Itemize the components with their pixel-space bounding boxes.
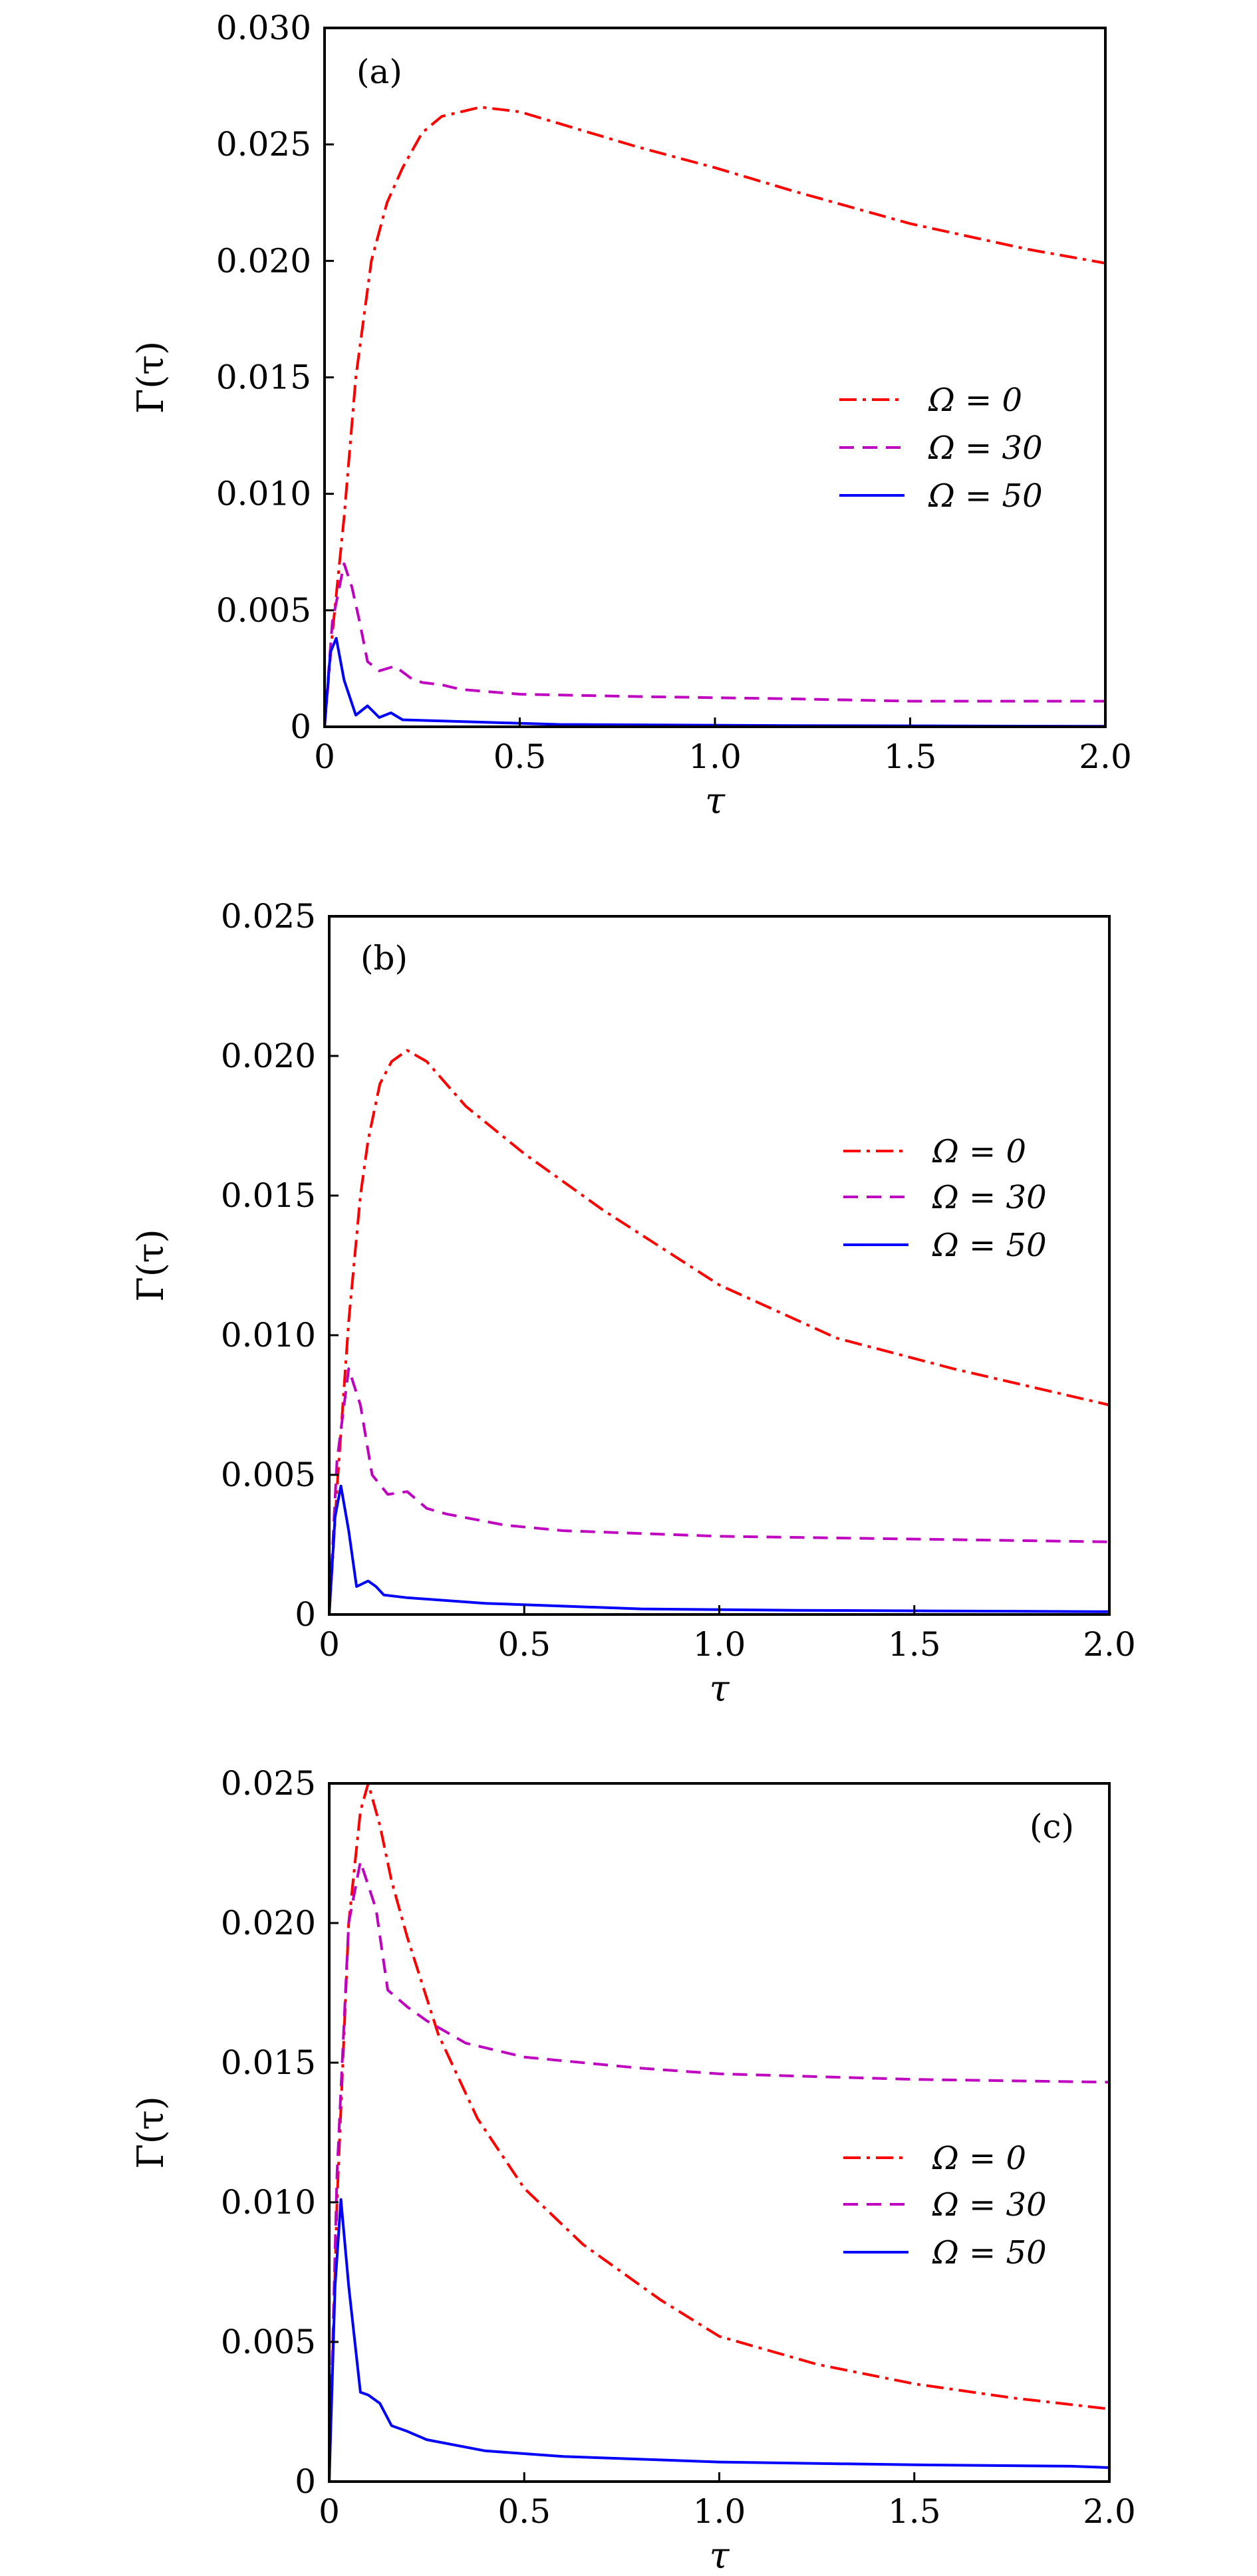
panel-label: (b) (360, 939, 408, 977)
y-tick-label: 0.025 (221, 897, 316, 936)
series-line-omega-0 (323, 106, 1106, 727)
x-tick-label: 0.5 (493, 737, 547, 776)
x-tick-label: 1.5 (888, 1625, 941, 1664)
x-axis-label: τ (710, 2535, 730, 2576)
legend-label: Ω = 50 (932, 1227, 1047, 1264)
y-tick-label: 0 (295, 1595, 316, 1634)
legend-label: Ω = 50 (928, 477, 1043, 515)
panel-label: (a) (356, 53, 402, 91)
y-tick-label: 0.010 (221, 2183, 316, 2222)
x-tick-label: 1.0 (688, 737, 742, 776)
y-axis-label: Γ(τ) (130, 341, 172, 414)
x-tick-label: 0 (319, 1625, 340, 1664)
y-tick-label: 0.010 (216, 475, 311, 513)
x-tick-label: 2.0 (1083, 1625, 1136, 1664)
y-tick-label: 0 (295, 2462, 316, 2501)
y-tick-label: 0.025 (216, 125, 311, 164)
x-tick-label: 1.0 (693, 1625, 746, 1664)
x-tick-label: 1.5 (884, 737, 937, 776)
chart-panel-c: Ω = 0 Ω = 30 Ω = 50 0 0.5 1.0 1.5 2.0 0 0.005 0.01… (130, 1764, 1136, 2576)
legend-label: Ω = 30 (928, 430, 1043, 467)
x-tick-label: 0 (314, 737, 335, 776)
legend-label: Ω = 0 (932, 1133, 1026, 1170)
x-tick-label: 2.0 (1079, 737, 1132, 776)
panel-label: (c) (1030, 1807, 1074, 1846)
series-line-omega-30 (328, 1860, 1110, 2482)
y-axis-label: Γ(τ) (130, 1229, 172, 1301)
x-tick-label: 2.0 (1083, 2492, 1136, 2531)
series-line-omega-30 (328, 1367, 1110, 1615)
series-line-omega-50 (323, 636, 1106, 728)
y-tick-label: 0.005 (221, 2323, 316, 2361)
series-line-omega-0 (328, 1049, 1110, 1615)
y-tick-label: 0 (290, 708, 311, 746)
x-axis-label: τ (705, 780, 726, 822)
chart-panel-b: Ω = 0 Ω = 30 Ω = 50 0 0.5 1.0 1.5 2.0 0 0.005 0.01… (130, 897, 1136, 1710)
legend-label: Ω = 0 (928, 382, 1022, 419)
y-tick-label: 0.015 (216, 358, 311, 397)
x-tick-label: 0.5 (497, 1625, 551, 1664)
y-tick-label: 0.015 (221, 1176, 316, 1215)
x-tick-label: 0 (319, 2492, 340, 2531)
plot-frame (323, 27, 1107, 728)
y-tick-label: 0.010 (221, 1316, 316, 1354)
legend-label: Ω = 50 (932, 2234, 1047, 2271)
y-tick-label: 0.015 (221, 2043, 316, 2082)
x-tick-label: 0.5 (497, 2492, 551, 2531)
series-line-omega-0 (328, 1782, 1110, 2482)
plot-frame (328, 1782, 1111, 2483)
y-tick-label: 0.020 (221, 1904, 316, 1942)
legend-label: Ω = 30 (932, 2186, 1047, 2224)
y-tick-label: 0.005 (216, 591, 311, 630)
y-axis-label: Γ(τ) (130, 2096, 172, 2168)
y-tick-label: 0.030 (216, 9, 311, 47)
x-tick-label: 1.5 (888, 2492, 941, 2531)
plot-frame (328, 915, 1111, 1616)
series-line-omega-30 (323, 562, 1105, 727)
y-tick-label: 0.020 (221, 1037, 316, 1075)
y-tick-label: 0.025 (221, 1764, 316, 1803)
chart-panel-a: Ω = 0 Ω = 30 Ω = 50 0 0.5 1.0 1.5 2.0 0 0.005 0.01… (130, 9, 1132, 822)
legend-label: Ω = 0 (932, 2140, 1026, 2177)
series-line-omega-50 (328, 1484, 1110, 1615)
x-tick-label: 1.0 (693, 2492, 746, 2531)
series-line-omega-50 (328, 2198, 1110, 2482)
legend-label: Ω = 30 (932, 1179, 1047, 1216)
x-axis-label: τ (710, 1668, 730, 1710)
y-tick-label: 0.020 (216, 241, 311, 280)
y-tick-label: 0.005 (221, 1456, 316, 1494)
